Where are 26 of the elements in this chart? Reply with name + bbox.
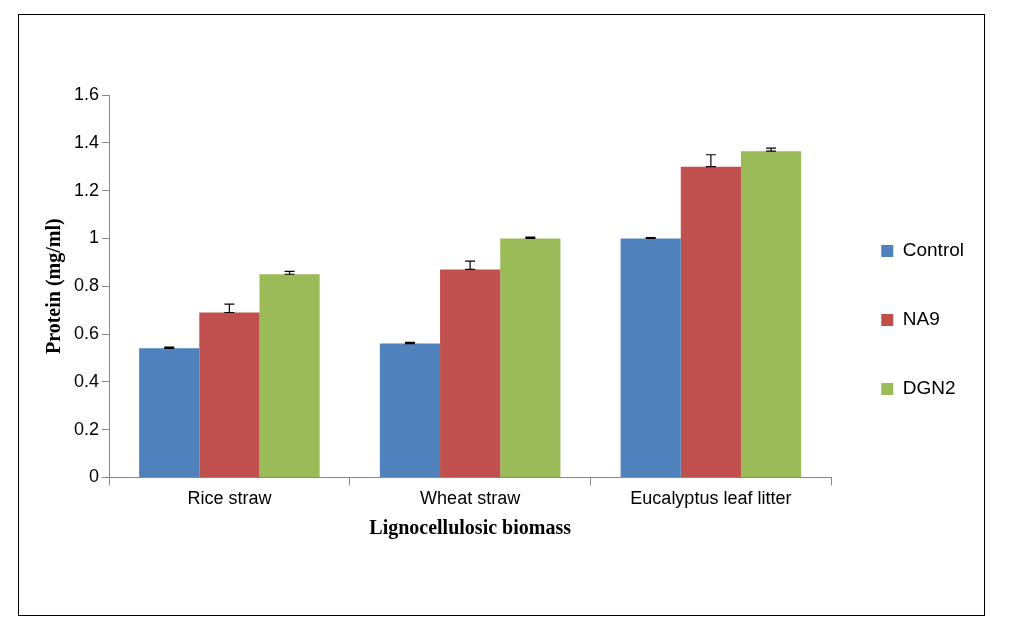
y-tick-label: 0.4 <box>73 370 100 391</box>
x-tick-label: Rice straw <box>187 488 273 509</box>
x-tick-label: Eucalyptus leaf litter <box>630 488 792 509</box>
bar <box>440 269 501 477</box>
legend-label: DGN2 <box>902 377 956 399</box>
bar <box>620 238 681 477</box>
legend-label: Control <box>902 239 964 261</box>
bar <box>740 151 802 477</box>
legend-label: NA9 <box>902 308 940 330</box>
y-axis-title: Protein (mg/ml) <box>42 218 66 355</box>
bar <box>259 274 320 477</box>
bar <box>680 166 741 477</box>
y-tick-label: 0 <box>89 466 100 487</box>
x-tick-label: Wheat straw <box>420 488 522 509</box>
bar <box>379 343 441 477</box>
x-axis-title: Lignocellulosic biomass <box>369 516 572 540</box>
y-tick-label: 0.6 <box>73 322 100 343</box>
y-tick-label: 0.2 <box>73 418 100 439</box>
y-tick-label: 1.4 <box>73 131 100 152</box>
y-tick-label: 1 <box>89 227 100 248</box>
y-tick-label: 0.8 <box>73 275 100 296</box>
bar <box>199 312 260 477</box>
bar <box>500 238 561 477</box>
y-tick-label: 1.2 <box>73 179 100 200</box>
y-tick-label: 1.6 <box>73 83 100 104</box>
bar <box>139 348 200 477</box>
